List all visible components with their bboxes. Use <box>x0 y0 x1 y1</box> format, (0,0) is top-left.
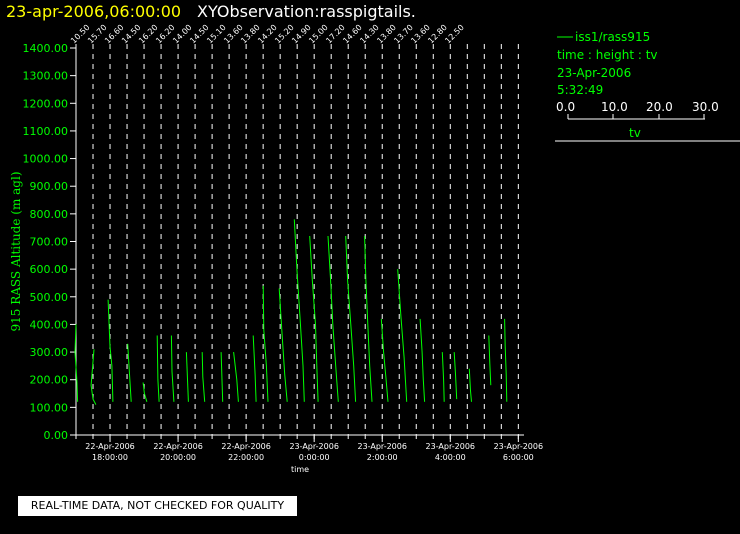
x-axis-label: time <box>291 465 309 474</box>
y-tick-label: 400.00 <box>30 318 69 331</box>
x-tick-date-label: 23-Apr-2006 <box>426 442 475 451</box>
legend-panel: iss1/rass915 time : height : tv 23-Apr-2… <box>555 28 740 148</box>
y-tick-label: 1300.00 <box>23 70 69 83</box>
profile-line <box>156 335 160 402</box>
x-tick-time-label: 4:00:00 <box>435 453 466 462</box>
legend-graphics <box>555 36 740 142</box>
profile-line <box>185 352 189 402</box>
x-tick-time-label: 20:00:00 <box>160 453 196 462</box>
x-tick-date-label: 23-Apr-2006 <box>494 442 543 451</box>
y-tick-label: 1000.00 <box>23 153 69 166</box>
legend-scale-tick-label: 0.0 <box>556 100 576 114</box>
legend-scale-tick-label: 30.0 <box>692 100 719 114</box>
y-tick-label: 200.00 <box>30 374 69 387</box>
profile-line <box>252 335 257 402</box>
profile-line <box>468 368 472 402</box>
profile-line <box>364 235 373 402</box>
y-tick-label: 700.00 <box>30 236 69 249</box>
y-tick-label: 1100.00 <box>23 125 69 138</box>
profile-line <box>488 335 492 386</box>
y-tick-label: 600.00 <box>30 263 69 276</box>
y-tick-label: 300.00 <box>30 346 69 359</box>
profile-line <box>345 235 357 402</box>
y-tick-label: 0.00 <box>44 429 69 442</box>
y-axis-label: 915 RASS Altitude (m agl) <box>9 171 23 331</box>
profile-value-label: 12.50 <box>443 23 466 46</box>
profile-line <box>220 352 224 402</box>
profile-line <box>441 352 445 402</box>
y-tick-label: 900.00 <box>30 180 69 193</box>
profile-line <box>380 318 389 402</box>
y-tick-label: 500.00 <box>30 291 69 304</box>
profile-line <box>278 288 288 402</box>
y-tick-label: 800.00 <box>30 208 69 221</box>
x-tick-time-label: 6:00:00 <box>503 453 534 462</box>
profile-line <box>293 219 305 402</box>
legend-axes-desc: time : height : tv <box>557 48 658 62</box>
x-tick-time-label: 18:00:00 <box>92 453 128 462</box>
legend-date: 23-Apr-2006 <box>557 66 632 80</box>
profile-line <box>504 318 508 402</box>
profile-line <box>142 382 148 402</box>
legend-series-label: iss1/rass915 <box>575 30 651 44</box>
x-tick-time-label: 22:00:00 <box>228 453 264 462</box>
plot-date-title: 23-apr-2006,06:00:00 <box>6 2 182 21</box>
profile-line <box>201 352 206 402</box>
profile-line <box>233 352 239 402</box>
legend-scale-tick-label: 20.0 <box>646 100 673 114</box>
profile-line <box>90 349 97 405</box>
x-tick-date-label: 23-Apr-2006 <box>289 442 338 451</box>
x-tick-time-label: 0:00:00 <box>299 453 330 462</box>
y-tick-label: 1400.00 <box>23 42 69 55</box>
profile-line <box>419 318 426 402</box>
quality-notice: REAL-TIME DATA, NOT CHECKED FOR QUALITY <box>18 496 297 516</box>
legend-scale-tick-label: 10.0 <box>601 100 628 114</box>
profile-line <box>127 343 132 402</box>
plot-title: XYObservation:rasspigtails. <box>197 2 416 21</box>
profile-line <box>309 235 319 402</box>
legend-scale-label: tv <box>629 126 641 140</box>
profile-line <box>170 335 175 402</box>
legend-time: 5:32:49 <box>557 83 604 97</box>
x-tick-date-label: 22-Apr-2006 <box>85 442 134 451</box>
profile-line <box>397 269 408 402</box>
x-tick-date-label: 22-Apr-2006 <box>221 442 270 451</box>
x-tick-date-label: 23-Apr-2006 <box>357 442 406 451</box>
x-tick-date-label: 22-Apr-2006 <box>153 442 202 451</box>
profile-line <box>453 352 458 400</box>
y-tick-label: 1200.00 <box>23 97 69 110</box>
profile-line <box>327 235 339 402</box>
profile-line <box>74 324 79 402</box>
profile-line <box>262 285 269 402</box>
x-tick-time-label: 2:00:00 <box>367 453 398 462</box>
y-tick-label: 100.00 <box>30 401 69 414</box>
profile-line <box>107 299 114 402</box>
